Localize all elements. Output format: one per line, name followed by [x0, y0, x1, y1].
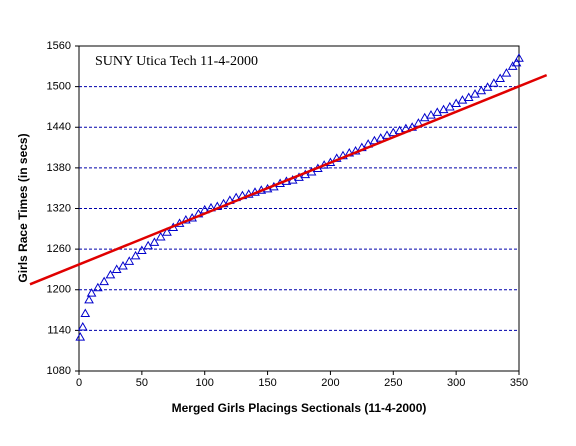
y-tick-label: 1440: [47, 121, 71, 133]
data-point: [124, 256, 135, 265]
data-point: [162, 227, 172, 236]
data-point: [495, 73, 506, 82]
data-point: [136, 245, 147, 254]
y-tick-label: 1380: [47, 162, 71, 174]
data-point: [92, 282, 103, 292]
data-point: [457, 95, 468, 104]
data-point: [426, 110, 436, 119]
x-tick-label: 300: [447, 377, 465, 389]
data-point: [388, 127, 399, 137]
y-tick-label: 1200: [47, 284, 71, 296]
data-point: [155, 231, 166, 241]
data-point: [482, 82, 493, 91]
chart-title: SUNY Utica Tech 11-4-2000: [95, 54, 258, 69]
x-tick-label: 50: [136, 377, 148, 389]
x-tick-label: 0: [76, 377, 82, 389]
y-tick-label: 1560: [47, 40, 71, 52]
data-point: [488, 78, 499, 87]
data-point: [118, 261, 128, 270]
data-point: [84, 294, 94, 304]
y-tick-label: 1080: [47, 365, 71, 377]
data-point: [501, 68, 512, 77]
data-point: [105, 269, 116, 279]
data-point: [419, 112, 430, 122]
x-tick-label: 100: [196, 377, 214, 389]
data-point: [511, 57, 522, 67]
x-tick-label: 200: [321, 377, 339, 389]
data-point: [75, 332, 86, 341]
y-tick-label: 1500: [47, 81, 71, 93]
trend-line: [29, 73, 548, 286]
y-tick-label: 1140: [47, 324, 71, 336]
data-point: [432, 107, 443, 116]
x-tick-label: 350: [510, 377, 528, 389]
data-point: [77, 321, 88, 331]
x-tick-label: 150: [258, 377, 276, 389]
data-point: [99, 276, 110, 286]
x-tick-label: 250: [384, 377, 402, 389]
data-point: [80, 308, 91, 317]
data-point: [382, 130, 392, 139]
data-point: [514, 53, 524, 62]
x-axis-label: Merged Girls Placings Sectionals (11-4-2…: [172, 401, 427, 415]
y-axis-label: Girls Race Times (in secs): [16, 133, 30, 282]
data-point: [149, 237, 160, 246]
y-tick-label: 1320: [47, 202, 71, 214]
y-tick-label: 1260: [47, 243, 71, 255]
data-point: [438, 104, 449, 114]
data-point: [86, 288, 97, 297]
data-point: [130, 250, 141, 260]
